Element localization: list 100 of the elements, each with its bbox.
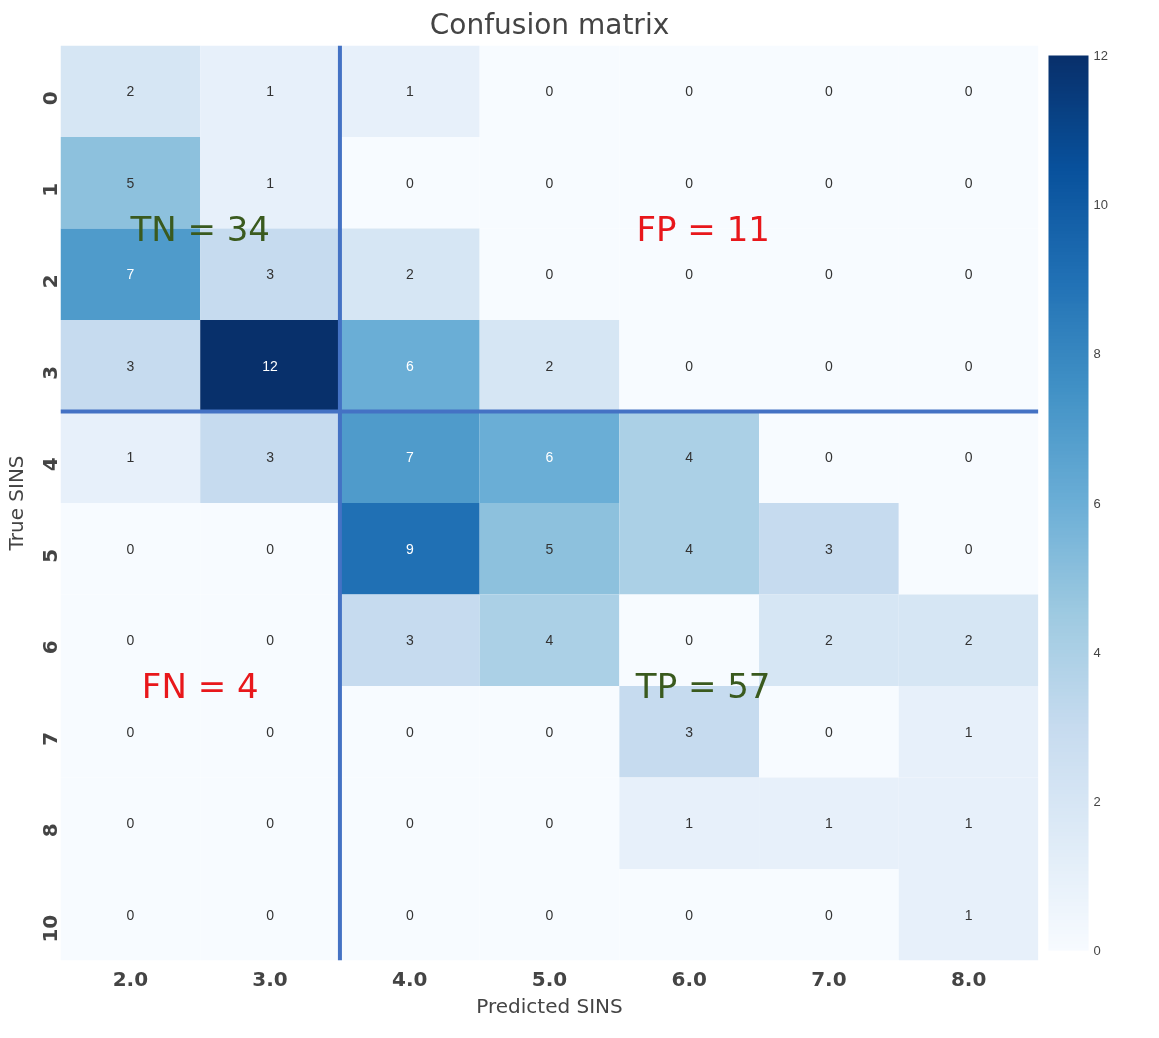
annotation: FN = 4 <box>141 666 259 706</box>
data-label: 0 <box>825 906 834 923</box>
data-label: 5 <box>126 174 135 191</box>
data-label: 0 <box>825 723 834 740</box>
data-label: 0 <box>126 632 135 649</box>
data-label: 0 <box>266 906 275 923</box>
data-label: 6 <box>545 449 554 466</box>
data-label: 0 <box>685 906 694 923</box>
data-label: 3 <box>825 540 834 557</box>
data-label: 0 <box>545 174 554 191</box>
x-tick-label: 3.0 <box>252 966 288 991</box>
y-tick-label: 1 <box>37 182 62 197</box>
color-bar-label: 0 <box>1093 943 1101 958</box>
data-label: 0 <box>545 906 554 923</box>
data-label: 7 <box>126 266 135 283</box>
x-tick-label: 4.0 <box>392 966 428 991</box>
data-label: 0 <box>825 83 834 100</box>
data-label: 0 <box>685 266 694 283</box>
data-label: 1 <box>964 815 973 832</box>
y-tick-label: 3 <box>37 365 62 380</box>
y-tick-label: 5 <box>37 548 62 563</box>
data-label: 0 <box>405 174 414 191</box>
data-label: 1 <box>405 83 414 100</box>
data-label: 0 <box>964 357 973 374</box>
data-label: 0 <box>126 815 135 832</box>
data-label: 0 <box>405 815 414 832</box>
data-label: 0 <box>545 266 554 283</box>
data-label: 4 <box>685 449 694 466</box>
data-label: 5 <box>545 540 554 557</box>
data-label: 0 <box>266 540 275 557</box>
y-tick-label: 4 <box>37 457 62 472</box>
data-label: 6 <box>405 357 414 374</box>
data-label: 0 <box>266 723 275 740</box>
color-bar-label: 12 <box>1093 48 1108 63</box>
annotation: TP = 57 <box>634 666 771 706</box>
data-label: 0 <box>964 540 973 557</box>
color-bar-label: 8 <box>1093 346 1101 362</box>
data-label: 0 <box>126 906 135 923</box>
data-label: 0 <box>825 357 834 374</box>
y-tick-label: 7 <box>37 731 62 746</box>
data-label: 1 <box>126 449 135 466</box>
data-label: 2 <box>126 83 135 100</box>
data-label: 1 <box>964 906 973 923</box>
data-label: 1 <box>825 815 834 832</box>
y-tick-label: 0 <box>37 91 62 106</box>
data-label: 1 <box>964 723 973 740</box>
data-label: 0 <box>685 632 694 649</box>
x-tick-label: 6.0 <box>671 966 707 991</box>
color-bar-label: 4 <box>1093 644 1101 660</box>
data-label: 12 <box>262 357 279 374</box>
data-label: 3 <box>405 632 414 649</box>
color-bar-label: 2 <box>1093 793 1101 809</box>
data-label: 0 <box>964 83 973 100</box>
data-label: 0 <box>126 723 135 740</box>
data-label: 4 <box>685 540 694 557</box>
data-label: 0 <box>825 174 834 191</box>
y-tick-label: 2 <box>37 274 62 289</box>
data-label: 2 <box>405 266 414 283</box>
y-tick-label: 8 <box>37 823 62 838</box>
data-label: 0 <box>545 815 554 832</box>
annotation: TN = 34 <box>129 208 271 249</box>
data-label: 1 <box>685 815 694 832</box>
x-tick-label: 2.0 <box>112 966 149 991</box>
data-label: 0 <box>964 174 973 191</box>
data-label: 7 <box>405 449 414 466</box>
data-label: 0 <box>825 449 834 466</box>
data-label: 1 <box>266 174 275 191</box>
data-label: 0 <box>964 449 973 466</box>
data-label: 3 <box>266 266 275 283</box>
x-tick-label: 8.0 <box>950 966 987 991</box>
data-label: 0 <box>405 723 414 740</box>
data-label: 1 <box>266 83 275 100</box>
x-axis-title: Predicted SINS <box>476 993 623 1018</box>
data-label: 4 <box>545 632 554 649</box>
y-tick-label: 10 <box>37 914 62 943</box>
x-tick-label: 7.0 <box>811 966 847 991</box>
data-label: 0 <box>825 266 834 283</box>
color-bar-label: 6 <box>1093 495 1101 511</box>
data-label: 0 <box>685 174 694 191</box>
y-axis-title: True SINS <box>3 455 28 552</box>
annotation: FP = 11 <box>636 208 770 249</box>
x-tick-label: 5.0 <box>531 966 568 991</box>
data-label: 9 <box>405 540 414 557</box>
data-label: 0 <box>685 83 694 100</box>
data-label: 0 <box>545 83 554 100</box>
data-label: 0 <box>685 357 694 374</box>
data-label: 3 <box>126 357 135 374</box>
data-label: 0 <box>266 815 275 832</box>
data-label: 0 <box>266 632 275 649</box>
data-label: 2 <box>964 632 973 649</box>
data-label: 3 <box>685 723 694 740</box>
color-bar-label: 10 <box>1093 197 1108 213</box>
data-label: 2 <box>545 357 554 374</box>
data-label: 2 <box>825 632 834 649</box>
y-tick-label: 6 <box>37 640 62 655</box>
data-label: 0 <box>545 723 554 740</box>
data-label: 0 <box>964 266 973 283</box>
chart-title: Confusion matrix <box>429 7 670 41</box>
data-label: 3 <box>266 449 275 466</box>
data-label: 0 <box>126 540 135 557</box>
